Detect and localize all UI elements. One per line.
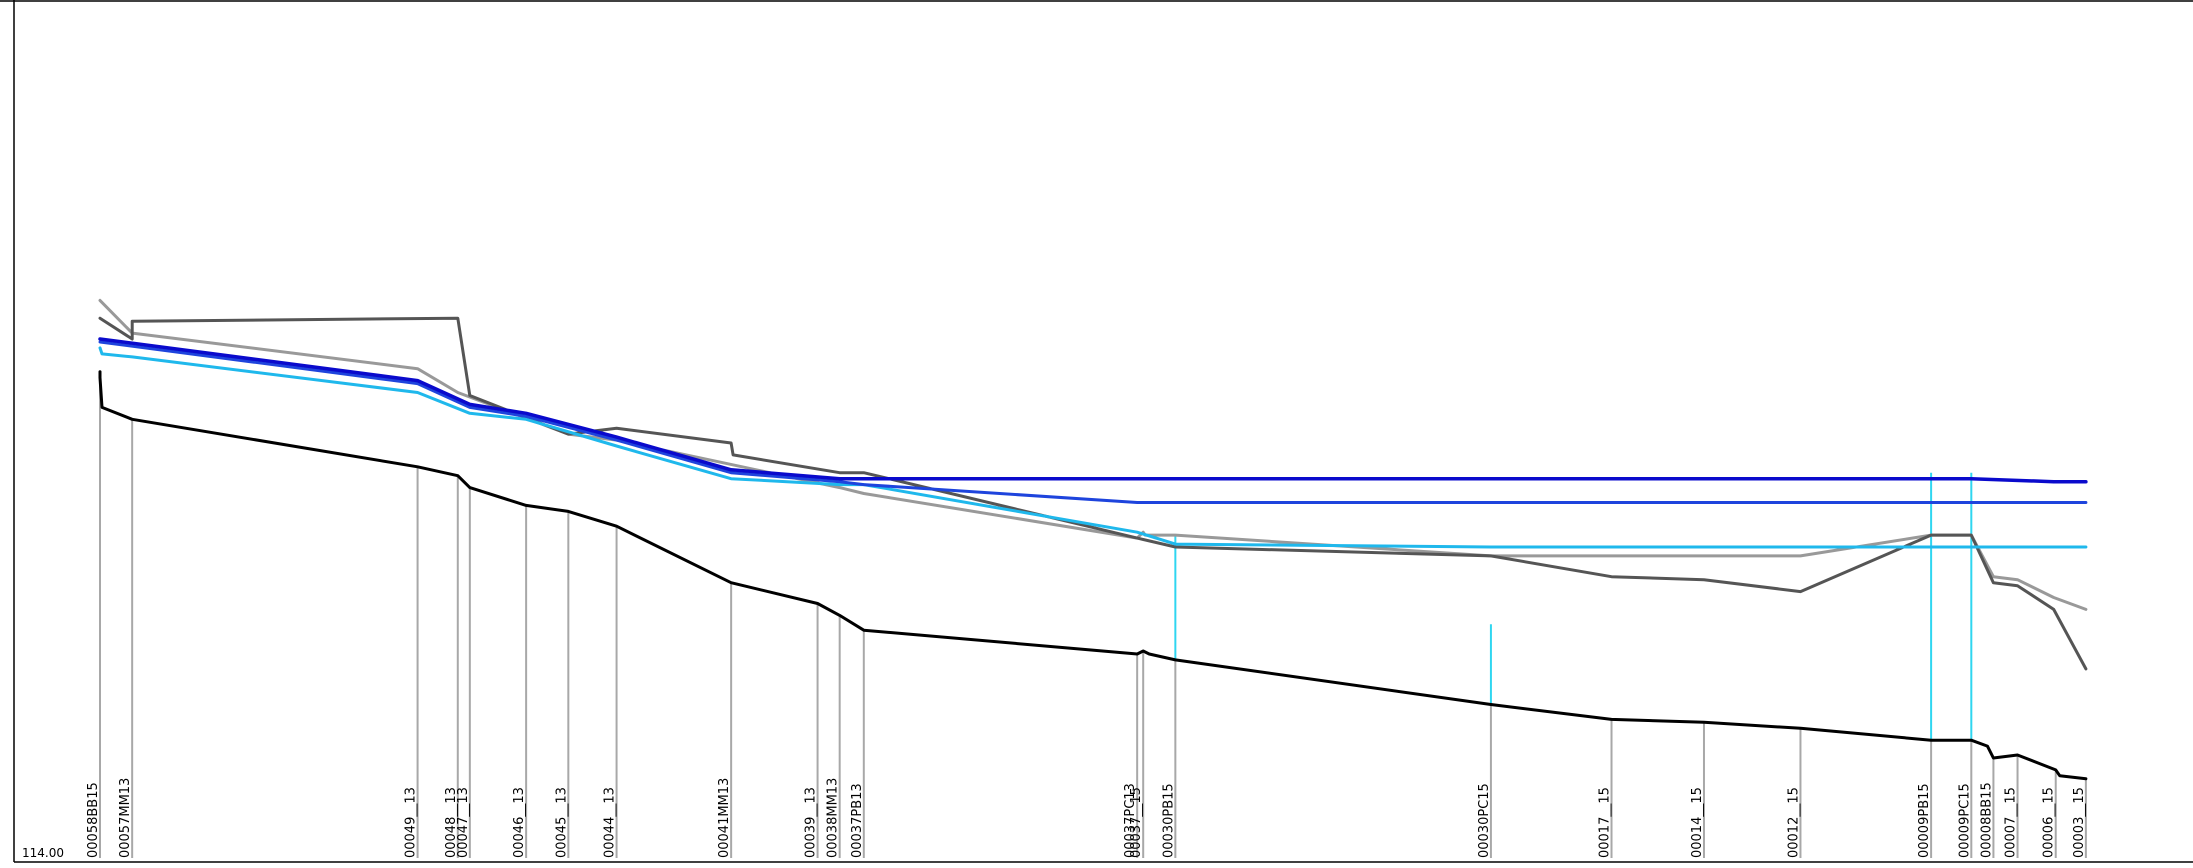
station-lines — [99, 371, 2087, 858]
series-line-blue-royal — [98, 340, 2088, 504]
station-label: 00057MM13 — [118, 778, 133, 858]
station-label: 00037__15 — [1129, 787, 1144, 858]
station-label: 00009PC15 — [1957, 783, 1972, 858]
station-label: 00041MM13 — [717, 778, 732, 858]
station-label: 00037PB13 — [850, 783, 865, 858]
station-label: 00037PC13 — [1123, 783, 1138, 858]
series-line-bed — [98, 370, 2088, 781]
station-labels: 00058BB15 00057MM13 00049__13 00048__130004… — [86, 778, 2087, 858]
station-label: 00030PC15 — [1477, 783, 1492, 858]
series-line-blue-navy — [98, 337, 2088, 484]
station-label: 00049__13 — [404, 787, 419, 858]
station-label: 00038MM13 — [826, 778, 841, 858]
station-label: 00044__13 — [603, 787, 618, 858]
station-label: 00006__15 — [2042, 787, 2057, 858]
station-label: 00048__13 — [444, 787, 459, 858]
series-line-grey-dark — [98, 316, 2088, 671]
station-label: 00009PB15 — [1917, 783, 1932, 858]
station-label: 00030PB15 — [1161, 783, 1176, 858]
station-label: 00008BB15 — [1979, 782, 1994, 858]
y-baseline-label: 114.00 — [22, 846, 64, 860]
station-label: 00047__13 — [456, 787, 471, 858]
profile-series — [98, 298, 2088, 781]
station-label: 00046__13 — [512, 787, 527, 858]
series-line-grey-light — [98, 298, 2088, 611]
station-label: 00039__13 — [804, 787, 819, 858]
cyan-markers — [1174, 472, 1973, 741]
station-label: 00012__15 — [1786, 787, 1801, 858]
station-label: 00014__15 — [1690, 787, 1705, 858]
station-label: 00003__15 — [2072, 787, 2087, 858]
station-label: 00058BB15 — [86, 782, 101, 858]
station-label: 00007__15 — [2004, 787, 2019, 858]
station-label: 00017__15 — [1598, 787, 1613, 858]
series-line-cyan — [98, 346, 2088, 549]
station-label: 00045__13 — [554, 787, 569, 858]
